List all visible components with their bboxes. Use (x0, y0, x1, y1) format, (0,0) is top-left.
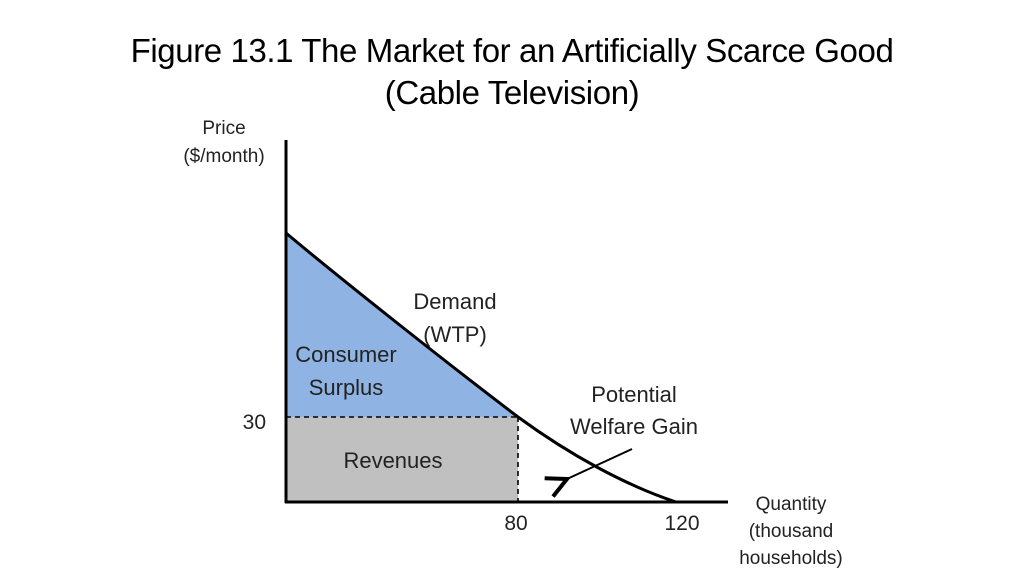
x-axis-label-line-1: Quantity (756, 494, 827, 515)
figure-title: Figure 13.1 The Market for an Artificial… (0, 30, 1024, 114)
revenues-label: Revenues (343, 448, 442, 473)
demand-label-line-2: (WTP) (423, 322, 487, 347)
consumer-surplus-label-line-2: Surplus (309, 375, 384, 400)
welfare-gain-arrow (567, 448, 633, 479)
welfare-gain-label-line-1: Potential (591, 382, 677, 407)
demand-label-line-1: Demand (413, 289, 496, 314)
x-axis-label-line-3: households) (739, 548, 843, 569)
y-axis-label-line-2: ($/month) (183, 146, 264, 167)
x-axis-label-line-2: (thousand (749, 521, 834, 542)
revenues-area (286, 417, 518, 502)
quantity-tick-label-80: 80 (504, 512, 527, 535)
price-tick-label: 30 (243, 411, 266, 434)
welfare-gain-label-line-2: Welfare Gain (570, 414, 698, 439)
title-line-1: Figure 13.1 The Market for an Artificial… (130, 32, 894, 69)
y-axis-label-line-1: Price (202, 118, 245, 139)
consumer-surplus-area (286, 233, 518, 417)
consumer-surplus-label-line-1: Consumer (295, 342, 396, 367)
demand-curve (285, 231, 677, 504)
quantity-tick-label-120: 120 (664, 512, 699, 535)
title-line-2: (Cable Television) (384, 74, 640, 111)
